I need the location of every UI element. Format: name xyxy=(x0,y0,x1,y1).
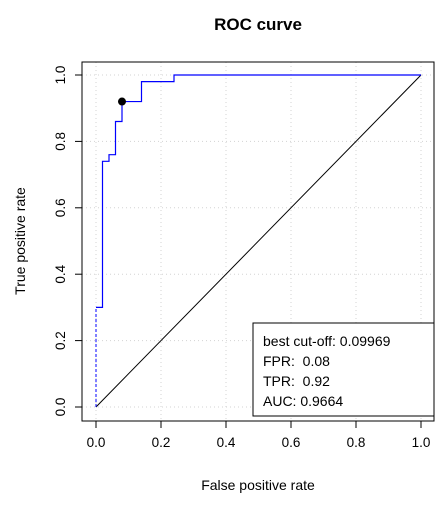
x-tick-label-0: 0.0 xyxy=(87,435,106,450)
x-tick-label-1: 0.2 xyxy=(152,435,171,450)
legend-line-auc: AUC: 0.9664 xyxy=(263,393,343,409)
x-axis: 0.0 0.2 0.4 0.6 0.8 1.0 xyxy=(87,420,431,450)
cutoff-point xyxy=(118,97,126,106)
y-tick-label-5: 1.0 xyxy=(53,66,68,85)
y-tick-label-1: 0.2 xyxy=(53,331,68,350)
y-tick-label-0: 0.0 xyxy=(53,398,68,417)
reference-line xyxy=(95,74,422,408)
x-tick-label-4: 0.8 xyxy=(347,435,366,450)
x-tick-label-5: 1.0 xyxy=(412,435,431,450)
chart-title: ROC curve xyxy=(214,15,302,34)
legend-line-fpr: FPR: 0.08 xyxy=(263,353,330,369)
roc-line-0 xyxy=(96,74,421,308)
legend: best cut-off: 0.09969 FPR: 0.08 TPR: 0.9… xyxy=(252,322,435,417)
y-tick-label-4: 0.8 xyxy=(53,132,68,151)
best-cutoff-marker xyxy=(118,97,126,106)
y-tick-label-2: 0.4 xyxy=(53,264,68,283)
x-axis-label: False positive rate xyxy=(201,477,315,493)
diagonal-line xyxy=(95,74,422,408)
x-tick-label-2: 0.4 xyxy=(217,435,236,450)
y-tick-label-3: 0.6 xyxy=(53,198,68,217)
y-axis: 0.0 0.2 0.4 0.6 0.8 1.0 xyxy=(53,66,83,417)
y-axis-label: True positive rate xyxy=(12,187,28,295)
legend-line-tpr: TPR: 0.92 xyxy=(263,373,330,389)
legend-line-cutoff: best cut-off: 0.09969 xyxy=(263,333,391,349)
x-tick-label-3: 0.6 xyxy=(282,435,301,450)
roc-curve xyxy=(95,74,421,407)
legend-box xyxy=(252,322,435,417)
